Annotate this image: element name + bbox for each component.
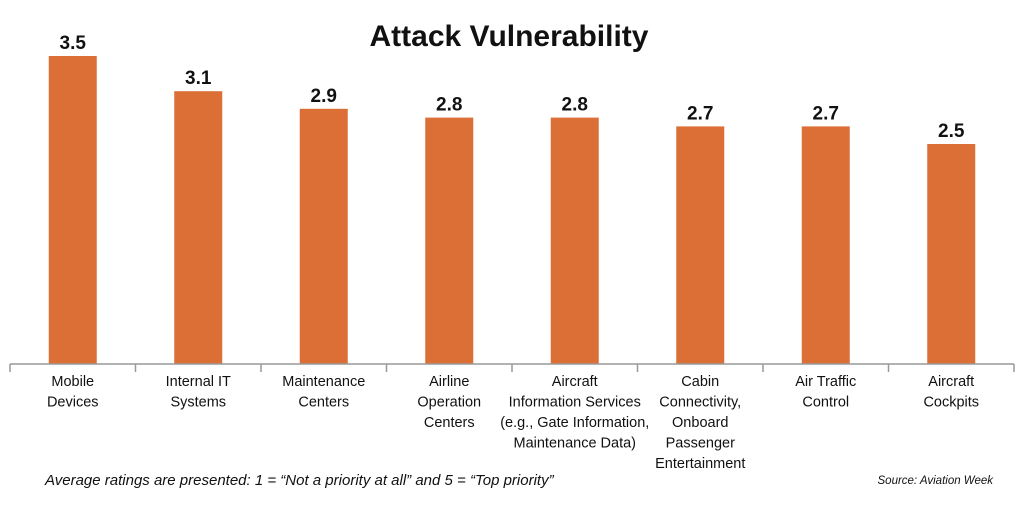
category-label-line: Entertainment: [655, 456, 745, 472]
category-label-line: Air Traffic: [795, 374, 856, 390]
bar: [550, 117, 599, 364]
value-labels-group: 3.5 3.1 2.9 2.8 2.8 2.7 2.7 2.5: [60, 33, 965, 142]
category-label-line: Cabin: [681, 374, 719, 390]
data-label: 2.9: [311, 86, 337, 107]
category-label-line: Connectivity,: [659, 395, 741, 411]
x-axis: [9, 363, 1015, 372]
category-labels-group: Mobile Devices Internal IT Systems Maintenan…: [47, 374, 979, 472]
category-label: Aircraft Cockpits: [923, 374, 979, 411]
category-label-line: Systems: [170, 395, 226, 411]
bar: [425, 117, 474, 364]
category-label-line: (e.g., Gate Information,: [500, 415, 649, 431]
data-label: 2.8: [436, 95, 462, 116]
data-label: 2.5: [938, 121, 965, 142]
bar: [927, 144, 976, 364]
category-label-line: Centers: [298, 395, 349, 411]
bars-group: [48, 56, 976, 365]
category-label: Air Traffic Control: [795, 374, 856, 411]
category-label-line: Centers: [424, 415, 475, 431]
data-label: 2.7: [813, 103, 839, 124]
category-label: Airline Operation Centers: [417, 374, 481, 431]
category-label-line: Maintenance: [282, 374, 365, 390]
bar: [48, 56, 97, 364]
category-label-line: Information Services: [509, 395, 641, 411]
bar: [801, 126, 850, 365]
category-label-line: Aircraft: [928, 374, 974, 390]
data-label: 3.5: [60, 33, 87, 54]
chart-title: Attack Vulnerability: [370, 20, 649, 53]
category-label-line: Mobile: [51, 374, 94, 390]
data-label: 2.7: [687, 103, 713, 124]
category-label: Aircraft Information Services (e.g., Gate …: [500, 374, 649, 452]
category-label: Cabin Connectivity, Onboard Passenger Entert…: [655, 374, 745, 472]
source-note: Source: Aviation Week: [878, 475, 995, 487]
data-label: 3.1: [185, 68, 212, 89]
category-label-line: Maintenance Data): [513, 436, 636, 452]
footnote: Average ratings are presented: 1 = “Not …: [44, 472, 555, 489]
category-label: Mobile Devices: [47, 374, 99, 411]
category-label-line: Devices: [47, 395, 99, 411]
category-label-line: Internal IT: [166, 374, 231, 390]
category-label: Internal IT Systems: [166, 374, 231, 411]
category-label-line: Airline: [429, 374, 469, 390]
category-label-line: Control: [802, 395, 849, 411]
data-label: 2.8: [562, 95, 588, 116]
category-label-line: Operation: [417, 395, 481, 411]
category-label-line: Passenger: [666, 436, 735, 452]
bar: [174, 91, 223, 364]
bar: [676, 126, 725, 365]
bar: [299, 108, 348, 364]
category-label-line: Cockpits: [923, 395, 979, 411]
category-label-line: Aircraft: [552, 374, 598, 390]
category-label: Maintenance Centers: [282, 374, 365, 411]
category-label-line: Onboard: [672, 415, 728, 431]
